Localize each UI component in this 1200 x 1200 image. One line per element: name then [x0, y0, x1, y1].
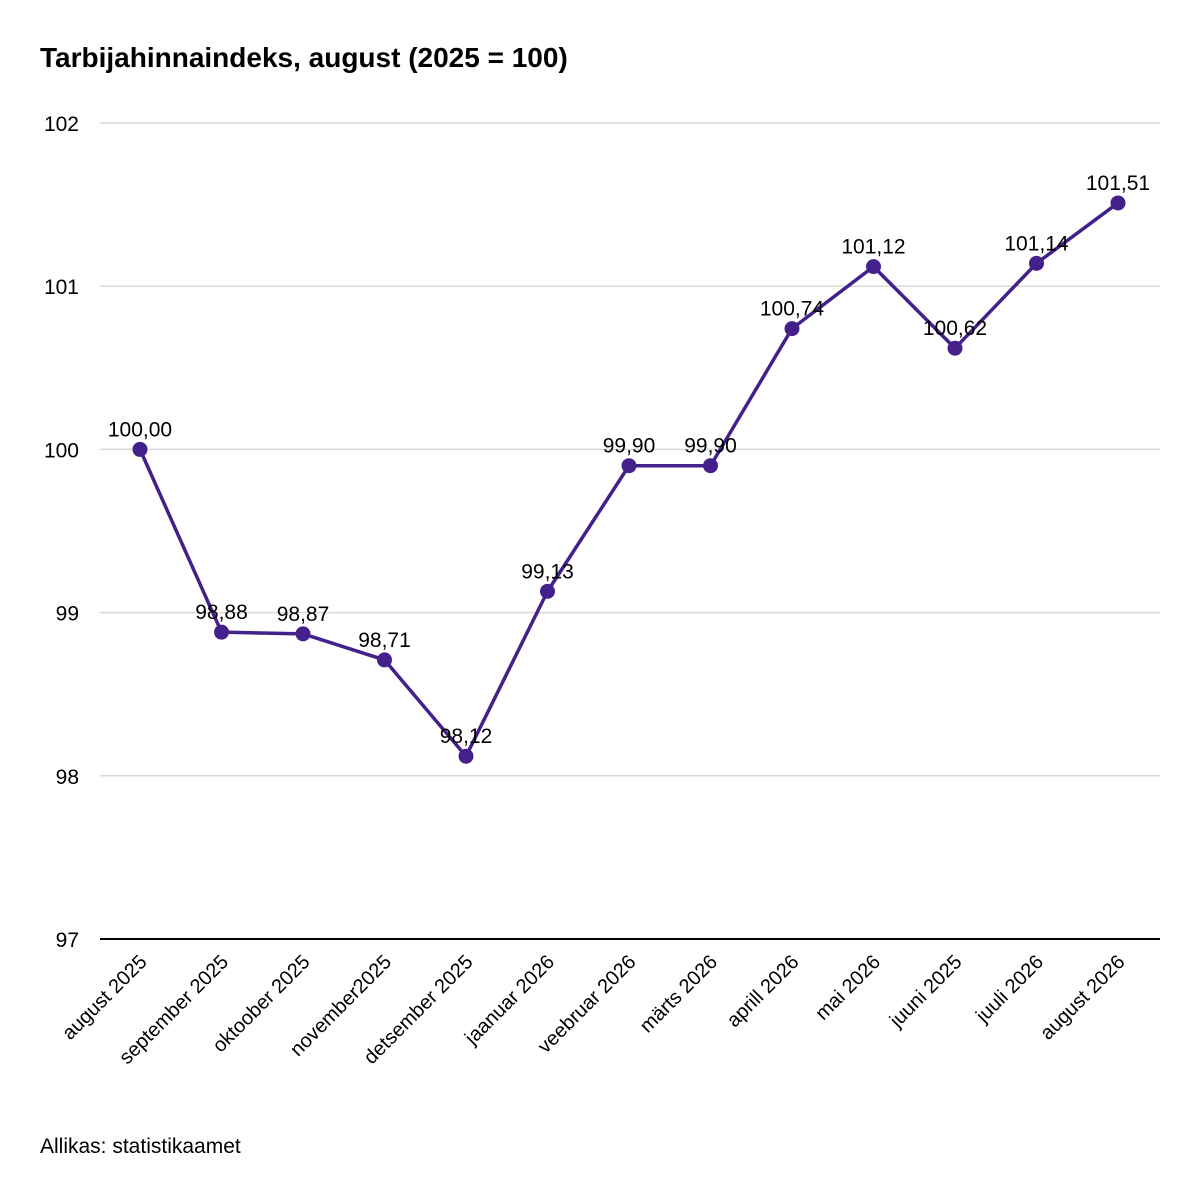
y-tick-label: 99	[56, 603, 79, 626]
data-label: 101,14	[1004, 232, 1069, 255]
data-point	[540, 583, 555, 599]
y-tick-labels: 97 98 99 100 101 102	[44, 113, 79, 952]
data-label: 98,71	[358, 629, 411, 652]
x-tick-label: juuni 2025	[885, 951, 967, 1033]
data-label: 100,74	[760, 298, 825, 321]
x-tick-label: märts 2026	[636, 951, 722, 1037]
data-point	[377, 652, 392, 668]
y-tick-label: 102	[44, 113, 79, 136]
data-point	[784, 321, 800, 337]
data-label: 98,87	[277, 603, 330, 626]
data-point	[132, 441, 148, 457]
gridlines	[100, 122, 1160, 940]
y-tick-label: 101	[44, 276, 79, 299]
source-note: Allikas: statistikaamet	[40, 1135, 241, 1158]
data-point	[1110, 195, 1126, 211]
data-labels: 100,00 98,88 98,87 98,71 98,12 99,13 99,90 99,9…	[108, 172, 1150, 748]
data-point	[214, 624, 229, 640]
y-tick-label: 100	[44, 439, 79, 462]
x-tick-label: august 2026	[1036, 951, 1129, 1044]
data-label: 99,90	[684, 435, 737, 458]
data-point	[1029, 255, 1044, 271]
x-tick-label: mai 2026	[811, 951, 885, 1025]
data-label: 99,90	[603, 435, 656, 458]
y-tick-label: 98	[56, 766, 79, 789]
data-label: 98,88	[195, 601, 248, 624]
data-label: 99,13	[521, 560, 574, 583]
x-tick-label: juuli 2026	[971, 951, 1048, 1028]
data-point	[866, 259, 881, 275]
y-tick-label: 97	[56, 929, 79, 952]
data-label: 101,12	[841, 236, 905, 259]
data-point	[295, 626, 311, 642]
data-label: 100,62	[923, 317, 987, 340]
data-point	[703, 458, 718, 474]
data-label: 101,51	[1086, 172, 1150, 195]
x-tick-label: aprill 2026	[723, 951, 804, 1032]
data-point	[947, 340, 963, 356]
data-point	[458, 748, 474, 764]
data-label: 100,00	[108, 418, 172, 441]
data-points	[132, 195, 1126, 764]
data-point	[621, 458, 637, 474]
chart-title: Tarbijahinnaindeks, august (2025 = 100)	[40, 42, 568, 73]
data-label: 98,12	[440, 725, 493, 748]
